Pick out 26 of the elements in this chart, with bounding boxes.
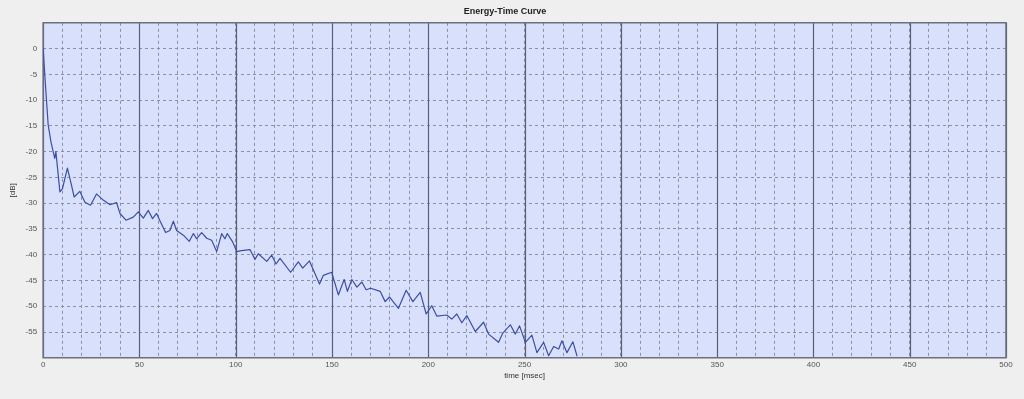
- x-tick-label: 200: [421, 359, 436, 369]
- x-tick-label: 450: [903, 359, 917, 369]
- y-tick-label: -50: [25, 301, 38, 311]
- x-tick-label: 150: [325, 359, 340, 369]
- y-tick-label: -20: [25, 146, 38, 156]
- y-tick-label: -35: [25, 224, 38, 234]
- x-tick-label: 500: [999, 359, 1014, 369]
- x-tick-label: 50: [134, 359, 145, 369]
- y-axis-title: [dB]: [8, 183, 17, 198]
- x-tick-label: 0: [40, 359, 46, 369]
- x-tick-label: 400: [806, 359, 821, 369]
- y-tick-label: 0: [32, 43, 38, 53]
- y-tick-label: -30: [25, 198, 38, 208]
- y-tick-label: -15: [25, 121, 38, 131]
- y-tick-label: -10: [25, 95, 38, 105]
- x-tick-label: 350: [710, 359, 725, 369]
- chart-title: Energy-Time Curve: [463, 5, 547, 16]
- x-tick-label: 250: [517, 359, 532, 369]
- y-tick-label: -5: [30, 69, 38, 79]
- x-tick-label: 300: [614, 359, 629, 369]
- y-tick-label: -55: [25, 327, 38, 337]
- x-axis-title: time [msec]: [504, 371, 546, 381]
- y-tick-label: -45: [25, 275, 38, 285]
- y-tick-label: -40: [25, 249, 38, 259]
- y-tick-label: -25: [25, 172, 38, 182]
- x-tick-label: 100: [229, 359, 243, 369]
